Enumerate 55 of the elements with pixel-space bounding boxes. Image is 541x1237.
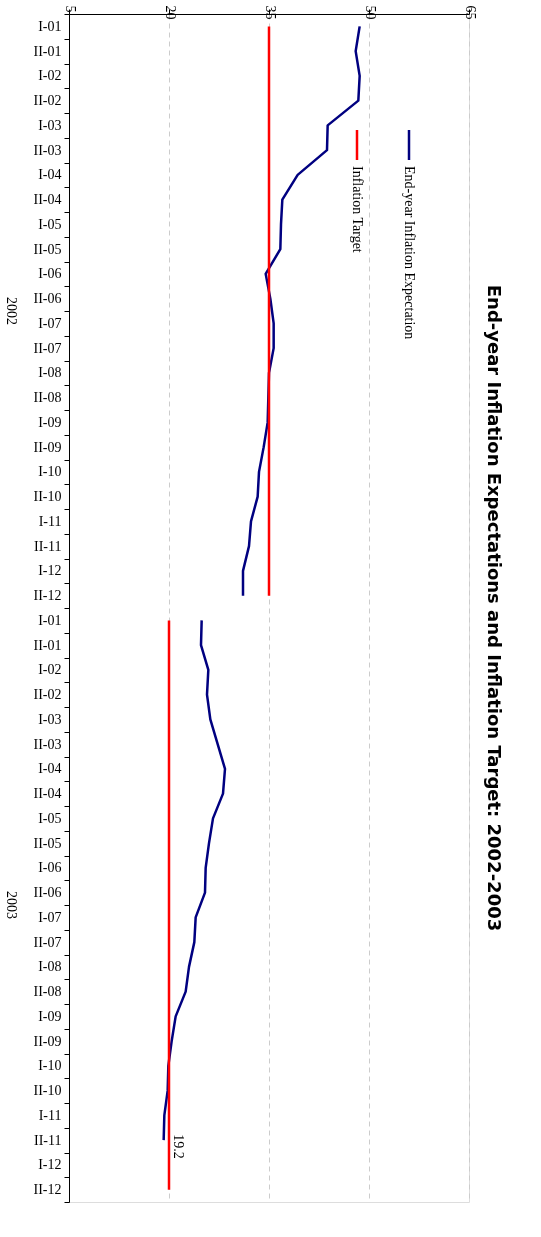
y-tick-label: I-09 [38, 1008, 62, 1024]
y-tick-label: II-04 [33, 786, 62, 802]
y-tick-label: II-12 [33, 1182, 62, 1198]
y-tick-label: I-05 [38, 810, 62, 826]
y-tick-label: I-02 [38, 662, 62, 678]
y-tick-label: II-02 [33, 687, 62, 703]
y-tick-label: II-03 [33, 142, 62, 158]
y-tick-label: I-10 [38, 1058, 62, 1074]
y-tick-label: I-08 [38, 959, 62, 975]
x-tick-label: 65 [462, 5, 478, 20]
text: End-year Inflation Expectations and Inflation Target: 2002-2003 [484, 284, 505, 932]
y-tick-label: II-01 [33, 43, 62, 59]
y-tick-label: II-04 [33, 192, 62, 208]
y-tick-label: I-03 [38, 711, 62, 727]
y-tick-label: II-07 [33, 340, 62, 356]
legend-label: End-year Inflation Expectation [402, 166, 417, 340]
y-tick-label: I-08 [38, 365, 62, 381]
y-tick-label: II-07 [33, 934, 62, 950]
y-tick-label: II-06 [33, 885, 62, 901]
y-tick-label: I-05 [38, 216, 62, 232]
y-tick-label: I-02 [38, 68, 62, 84]
y-tick-label: II-05 [33, 241, 62, 257]
y-tick-label: II-02 [33, 93, 62, 109]
data-label: 19.2 [170, 1134, 186, 1159]
y-tick-label: I-12 [38, 563, 62, 579]
y-tick-label: II-06 [33, 291, 62, 307]
y-tick-label: I-01 [38, 612, 62, 628]
y-tick-label: I-04 [38, 167, 62, 183]
y-tick-label: II-11 [34, 1132, 62, 1148]
y-tick-label: I-09 [38, 414, 62, 430]
y-tick-label: II-12 [33, 588, 62, 604]
y-tick-label: II-09 [33, 1033, 62, 1049]
y-tick-label: I-07 [38, 909, 62, 925]
y-tick-label: II-08 [33, 984, 62, 1000]
y-tick-label: II-08 [33, 390, 62, 406]
y-tick-label: I-11 [38, 1107, 62, 1123]
y-tick-label: II-01 [33, 637, 62, 653]
y-tick-label: I-11 [38, 513, 62, 529]
text: 2003 [4, 891, 19, 919]
y-tick-label: I-06 [38, 860, 62, 876]
y-tick-label: I-04 [38, 761, 62, 777]
y-tick-label: II-11 [34, 538, 62, 554]
y-tick-label: II-05 [33, 835, 62, 851]
y-tick-label: I-06 [38, 266, 62, 282]
y-tick-label: II-09 [33, 439, 62, 455]
y-tick-label: II-10 [33, 1083, 62, 1099]
y-tick-label: I-03 [38, 117, 62, 133]
y-tick-label: I-12 [38, 1157, 62, 1173]
text: 2002 [4, 297, 19, 325]
y-tick-label: II-10 [33, 489, 62, 505]
y-tick-label: I-10 [38, 464, 62, 480]
legend-label: Inflation Target [350, 166, 365, 253]
y-tick-label: I-01 [38, 18, 62, 34]
y-tick-label: II-03 [33, 736, 62, 752]
y-tick-label: I-07 [38, 315, 62, 331]
